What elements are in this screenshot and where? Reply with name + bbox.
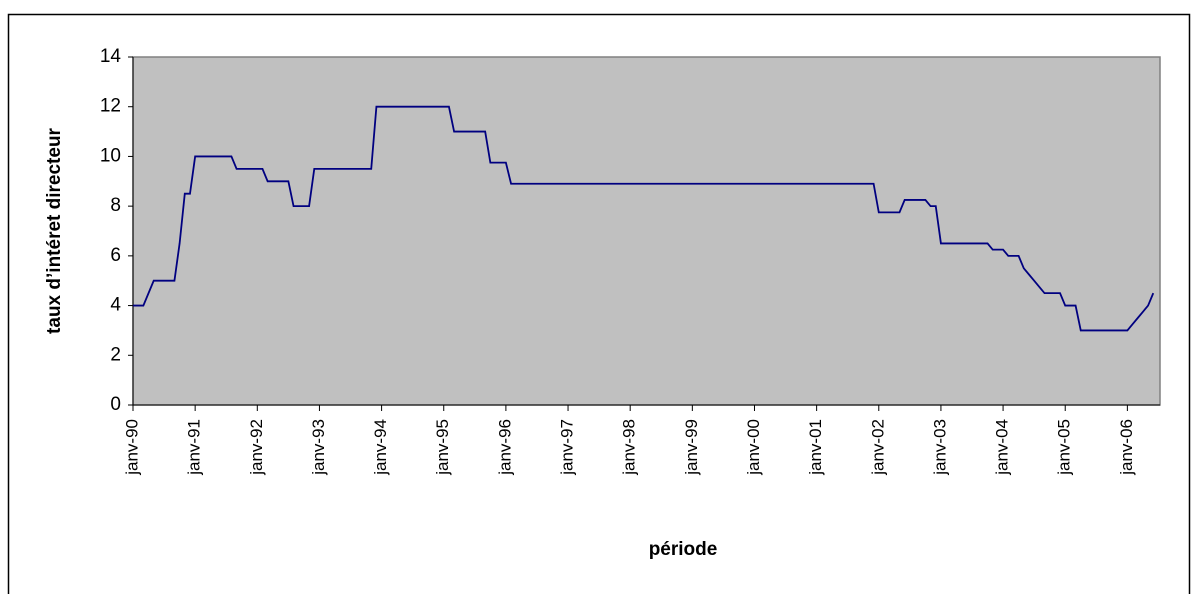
x-tick-label: janv-90 [122,419,141,476]
y-tick-label: 14 [100,46,122,67]
x-tick-label: janv-06 [1117,419,1136,476]
y-tick-label: 0 [110,394,121,415]
y-tick-label: 6 [110,245,121,266]
x-tick-label: janv-94 [371,419,390,476]
x-tick-label: janv-04 [993,419,1012,476]
y-tick-label: 12 [100,96,121,117]
x-tick-label: janv-00 [744,419,763,476]
plot-area [132,56,1161,406]
x-tick-label: janv-05 [1055,419,1074,476]
x-tick-label: janv-02 [868,419,887,476]
y-tick-label: 8 [110,195,121,216]
x-tick-label: janv-03 [930,419,949,476]
x-tick-label: janv-97 [558,419,577,476]
x-tick-label: janv-92 [247,419,266,476]
x-tick-label: janv-91 [185,419,204,476]
x-tick-label: janv-93 [309,419,328,476]
y-tick-label: 10 [100,145,121,166]
x-tick-label: janv-99 [682,419,701,476]
y-tick-label: 4 [110,295,121,316]
x-tick-label: janv-98 [620,419,639,476]
data-line [133,105,1155,332]
y-tick-label: 2 [110,344,121,365]
x-tick-label: janv-95 [433,419,452,476]
x-tick-label: janv-96 [495,419,514,476]
x-tick-label: janv-01 [806,419,825,476]
x-axis-label: période [649,539,718,560]
y-axis-label: taux d’intéret directeur [44,127,65,333]
